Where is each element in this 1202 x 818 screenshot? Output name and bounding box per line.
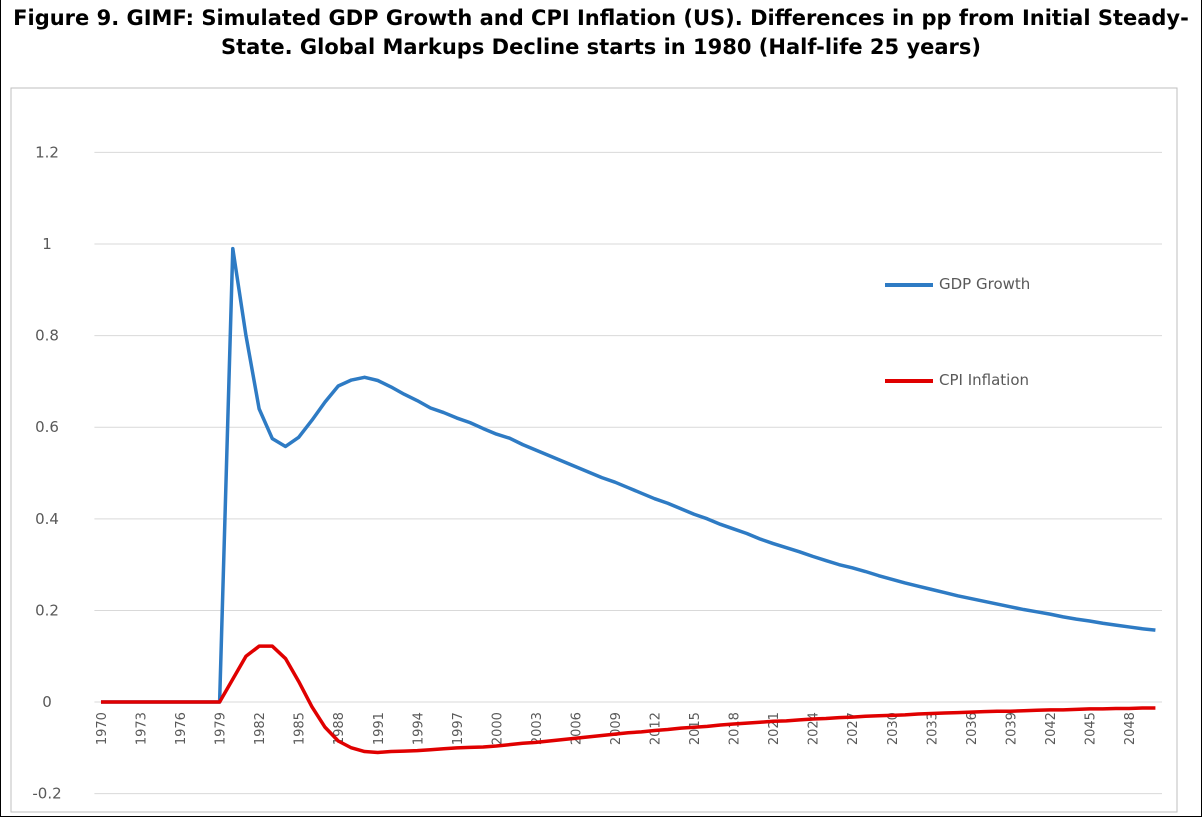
x-tick-label: 1991	[372, 712, 387, 745]
y-tick-label: 0.6	[35, 418, 59, 436]
x-tick-label: 1994	[411, 712, 426, 745]
y-tick-label: -0.2	[32, 785, 61, 803]
x-tick-label: 1985	[293, 712, 308, 745]
y-tick-label: 0.4	[35, 510, 59, 528]
x-tick-label: 2000	[490, 712, 505, 745]
x-tick-label: 2018	[728, 712, 743, 745]
x-tick-label: 1982	[253, 712, 268, 745]
x-tick-label: 2033	[925, 712, 940, 745]
y-tick-label: 0.2	[35, 601, 59, 619]
x-tick-label: 2030	[886, 712, 901, 745]
series-line	[100, 246, 1156, 704]
x-tick-label: 2003	[530, 712, 545, 745]
y-tick-label: 0	[42, 693, 52, 711]
x-tick-label: 1970	[95, 712, 110, 745]
legend-label: GDP Growth	[939, 275, 1031, 293]
x-tick-label: 1979	[214, 712, 229, 745]
series-line	[100, 644, 1156, 755]
x-tick-label: 2036	[965, 712, 980, 745]
y-tick-label: 1	[42, 235, 52, 253]
chart-title: Figure 9. GIMF: Simulated GDP Growth and…	[13, 6, 1189, 59]
x-tick-label: 2048	[1123, 712, 1138, 745]
x-tick-label: 2021	[767, 712, 782, 745]
y-tick-label: 0.8	[35, 327, 59, 345]
x-tick-label: 1973	[135, 712, 150, 745]
x-tick-label: 2045	[1084, 712, 1099, 745]
x-tick-label: 1997	[451, 712, 466, 745]
legend-label: CPI Inflation	[939, 371, 1030, 389]
x-tick-label: 2042	[1044, 712, 1059, 745]
y-tick-label: 1.2	[35, 143, 59, 161]
x-tick-label: 1976	[174, 712, 189, 745]
plot-frame	[10, 87, 1178, 813]
x-tick-label: 2027	[846, 712, 861, 745]
x-tick-label: 2039	[1004, 712, 1019, 745]
x-tick-label: 2009	[609, 712, 624, 745]
